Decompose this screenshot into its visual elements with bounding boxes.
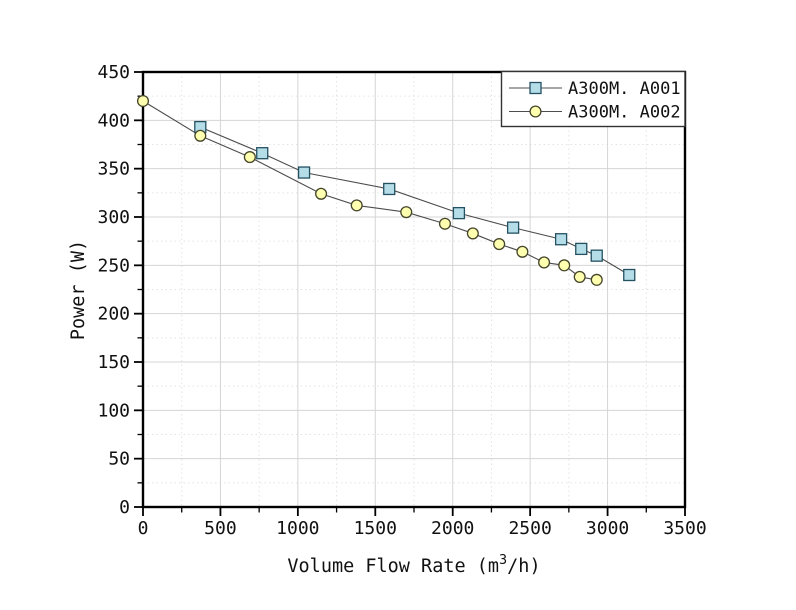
- legend-marker-1: [529, 105, 542, 118]
- y-tick-label: 200: [97, 304, 130, 325]
- x-axis-title: Volume Flow Rate (m3/h): [287, 552, 540, 577]
- data-point-series-1: [315, 187, 328, 200]
- data-point-series-0: [452, 206, 466, 220]
- data-point-series-1: [590, 273, 603, 286]
- legend-swatches: [509, 81, 562, 118]
- data-point-series-1: [350, 199, 363, 212]
- data-point-series-1: [558, 259, 571, 272]
- legend: A300M. A001 A300M. A002: [500, 70, 686, 128]
- x-tick-label: 0: [138, 518, 149, 539]
- data-point-series-1: [400, 206, 413, 219]
- y-tick-label: 400: [97, 110, 130, 131]
- legend-label-a002: A300M. A002: [568, 103, 681, 123]
- x-tick-label: 2000: [431, 518, 474, 539]
- y-tick-label: 0: [119, 497, 130, 518]
- axis-ticks: [134, 71, 686, 516]
- data-point-series-1: [493, 238, 506, 251]
- data-point-series-1: [516, 245, 529, 258]
- series-line-1: [142, 100, 597, 281]
- data-point-series-1: [243, 151, 256, 164]
- data-point-series-1: [438, 217, 452, 230]
- x-tick-label: 1000: [276, 518, 319, 539]
- data-point-series-0: [590, 249, 603, 262]
- tick-labels: 0 500 1000 1500 2000 2500 3000 3500 0 50 100 150 200…: [97, 62, 706, 539]
- x-tick-label: 3000: [586, 518, 629, 539]
- data-point-series-0: [383, 182, 396, 196]
- data-point-series-0: [623, 268, 636, 282]
- plot-border: [141, 70, 687, 509]
- data-point-series-0: [575, 242, 588, 256]
- y-axis-title: Power (W): [68, 240, 89, 340]
- data-point-series-1: [194, 129, 207, 142]
- x-tick-label: 2500: [508, 518, 551, 539]
- y-tick-label: 350: [97, 159, 130, 180]
- data-markers: [136, 94, 636, 286]
- y-tick-label: 300: [97, 207, 130, 228]
- x-tick-label: 1500: [354, 518, 397, 539]
- legend-marker-0: [529, 81, 542, 95]
- y-tick-label: 100: [97, 400, 130, 421]
- data-point-series-1: [136, 94, 150, 108]
- legend-label-a001: A300M. A001: [568, 79, 681, 99]
- data-point-series-0: [297, 166, 311, 179]
- data-point-series-0: [554, 233, 568, 246]
- data-point-series-1: [573, 270, 586, 283]
- series-line-0: [200, 126, 630, 276]
- y-tick-label: 150: [97, 352, 130, 373]
- minor-gridlines: [143, 72, 685, 507]
- x-tick-label: 3500: [663, 518, 706, 539]
- data-point-series-1: [466, 227, 479, 240]
- y-tick-label: 50: [108, 449, 130, 470]
- data-point-series-0: [506, 221, 520, 234]
- y-tick-label: 250: [97, 255, 130, 276]
- data-point-series-1: [538, 256, 551, 269]
- x-tick-label: 500: [204, 518, 237, 539]
- legend-box: [500, 70, 686, 128]
- data-point-series-0: [256, 147, 269, 160]
- y-tick-label: 450: [97, 62, 130, 83]
